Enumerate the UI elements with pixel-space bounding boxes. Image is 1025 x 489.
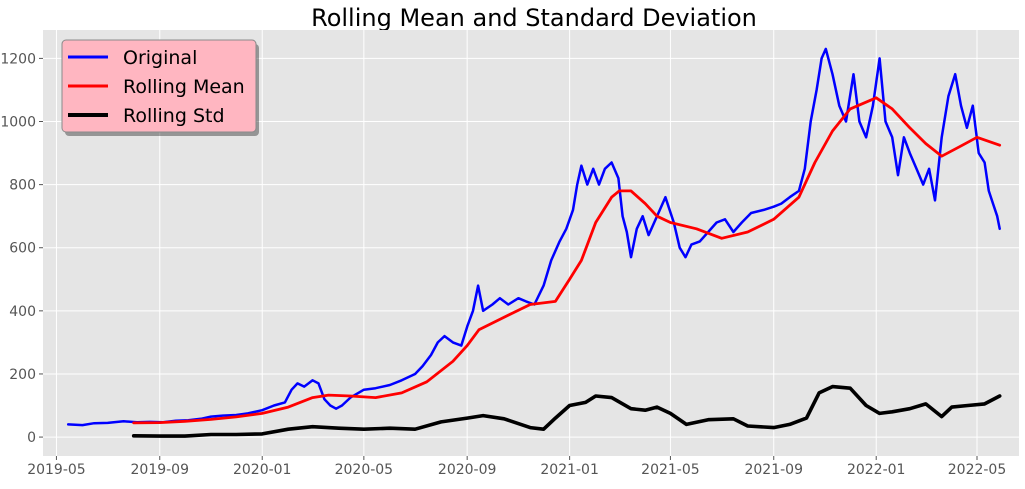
x-tick-label: 2019-09 [131,462,190,478]
x-tick-label: 2020-05 [335,462,394,478]
series-line-rolling-std [131,384,1002,438]
x-tick-label: 2021-09 [744,462,803,478]
x-tick-label: 2021-05 [641,462,700,478]
x-tick-label: 2022-05 [948,462,1007,478]
legend-label: Rolling Mean [123,76,245,98]
series-line-original [66,47,1001,427]
chart-title: Rolling Mean and Standard Deviation [311,4,757,32]
series-lines [66,47,1002,438]
legend-label: Rolling Std [123,105,225,127]
legend-label: Original [123,47,197,69]
y-tick-label: 0 [27,430,36,446]
legend-box [61,39,257,133]
y-tick-label: 200 [9,367,36,383]
y-tick-label: 1200 [0,51,36,67]
x-tick-label: 2021-01 [540,462,599,478]
y-tick-label: 600 [9,241,36,257]
series-line-rolling-mean [132,96,1002,425]
x-tick-label: 2019-05 [27,462,86,478]
legend: Original Rolling Mean Rolling Std [61,39,259,136]
x-tick-label: 2020-09 [438,462,497,478]
axes: 0 200 400 600 800 1000 1200 2019-05 2019-09 2020-… [0,51,1006,478]
x-tick-label: 2022-01 [847,462,906,478]
y-tick-label: 400 [9,304,36,320]
x-tick-label: 2020-01 [233,462,292,478]
y-tick-label: 1000 [0,115,36,131]
y-tick-label: 800 [9,178,36,194]
